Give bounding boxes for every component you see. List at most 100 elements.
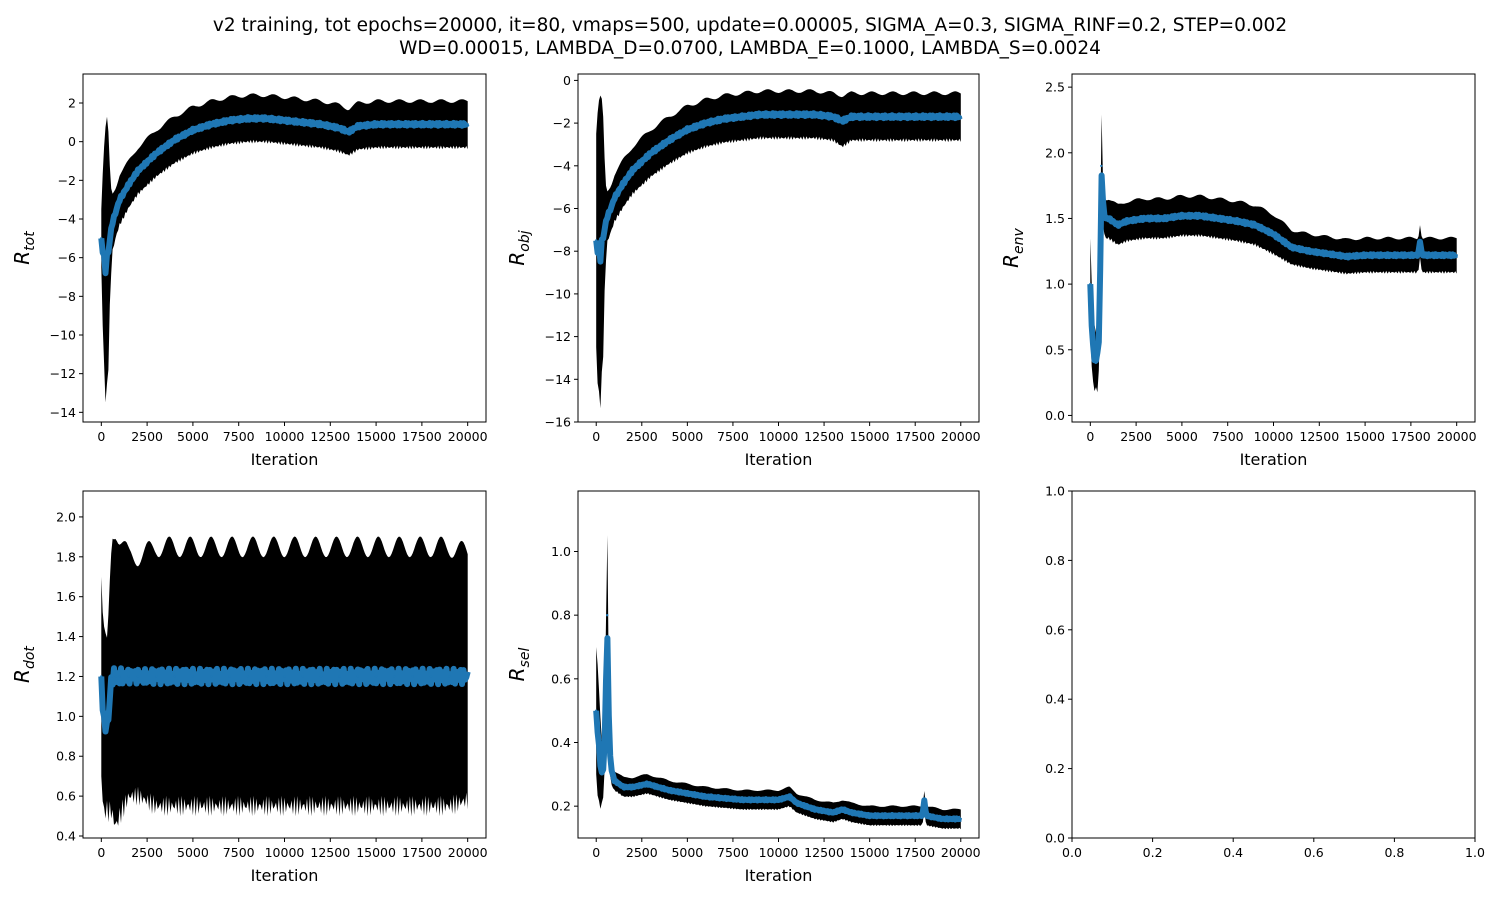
data-point-env (1272, 233, 1275, 236)
data-point-sel (609, 766, 612, 770)
data-point-tot (136, 169, 140, 172)
data-point-env (1101, 204, 1105, 207)
data-point-dot (136, 675, 140, 678)
x-tick-label-empty: 0.8 (1384, 845, 1404, 860)
y-tick-label-env: 2.5 (1045, 80, 1065, 95)
subplot-env: 0 2500 5000 7500 10000 12500 15000 17500 20000 0.… (999, 73, 1477, 469)
data-point-dot (228, 675, 231, 678)
y-tick-label-sel: 0.2 (551, 799, 571, 814)
data-point-tot (127, 183, 130, 186)
y-tick-label-dot: 0.8 (56, 749, 76, 764)
data-point-dot (429, 675, 433, 678)
y-tick-label-sel: 0.4 (551, 735, 571, 750)
data-point-obj (686, 128, 689, 131)
figure-title-line2: WD=0.00015, LAMBDA_D=0.0700, LAMBDA_E=0.… (399, 38, 1101, 59)
data-point-sel (868, 814, 871, 817)
y-tick-label-obj: −10 (545, 286, 571, 301)
data-point-obj (941, 115, 944, 118)
data-point-sel (606, 614, 609, 617)
subplot-tot: 0 2500 5000 7500 10000 12500 15000 17500 20000 −1… (10, 73, 488, 469)
data-point-obj (813, 113, 817, 116)
data-point-dot (319, 675, 323, 678)
data-point-tot (448, 123, 451, 126)
data-point-obj (722, 117, 725, 121)
data-point-obj (777, 113, 780, 116)
data-point-sel (604, 725, 607, 728)
data-point-sel (722, 797, 725, 800)
data-point-obj (832, 115, 835, 118)
x-tick-label-obj: 12500 (804, 429, 844, 444)
y-tick-label-empty: 1.0 (1045, 484, 1065, 499)
data-point-env (1144, 217, 1147, 220)
data-point-tot (109, 233, 112, 236)
data-point-sel (600, 773, 603, 776)
y-tick-label-env: 0.0 (1045, 408, 1065, 423)
x-tick-label-sel: 2500 (626, 845, 658, 860)
x-tick-label-obj: 5000 (671, 429, 703, 444)
x-tick-label-empty: 0.6 (1304, 845, 1324, 860)
y-tick-label-obj: −6 (553, 201, 571, 216)
y-axis-label-env: Renv (999, 227, 1027, 267)
data-point-sel (921, 814, 924, 817)
y-tick-label-dot: 1.8 (56, 549, 76, 564)
data-point-obj (649, 151, 653, 155)
data-point-env (1290, 246, 1294, 249)
data-point-tot (411, 123, 414, 126)
x-axis-label-tot: Iteration (251, 450, 319, 469)
data-point-dot (118, 675, 121, 678)
data-point-dot (114, 675, 118, 678)
data-point-obj (613, 196, 616, 199)
x-tick-label-sel: 15000 (850, 845, 890, 860)
data-point-obj (596, 250, 600, 253)
data-point-env (1116, 223, 1120, 227)
x-tick-label-sel: 17500 (895, 845, 935, 860)
data-point-sel (813, 808, 817, 811)
y-tick-label-dot: 1.2 (56, 669, 76, 684)
data-point-dot (173, 675, 176, 678)
y-tick-label-dot: 1.4 (56, 629, 76, 644)
error-band-obj (596, 89, 961, 409)
x-tick-label-sel: 5000 (671, 845, 703, 860)
x-tick-label-env: 7500 (1212, 429, 1244, 444)
x-tick-label-obj: 20000 (941, 429, 981, 444)
data-point-dot (155, 675, 158, 678)
error-band-tot (101, 93, 468, 403)
x-tick-label-env: 10000 (1254, 429, 1294, 444)
data-point-sel (904, 814, 908, 817)
data-point-sel (941, 817, 944, 821)
data-point-sel (686, 792, 689, 795)
y-tick-label-tot: 2 (68, 96, 76, 111)
data-point-obj (600, 245, 603, 249)
data-point-obj (904, 115, 908, 118)
data-point-sel (959, 817, 962, 821)
y-tick-label-dot: 0.4 (56, 829, 76, 844)
y-tick-label-empty: 0.4 (1045, 692, 1065, 707)
subplot-obj: 0 2500 5000 7500 10000 12500 15000 17500 20000 −1… (505, 73, 981, 469)
y-tick-label-obj: −12 (545, 329, 571, 344)
data-point-obj (606, 215, 609, 219)
data-point-dot (448, 675, 451, 678)
data-point-tot (347, 130, 350, 134)
data-point-tot (228, 119, 231, 122)
data-point-tot (111, 221, 114, 225)
data-point-env (1382, 254, 1385, 257)
data-point-env (1254, 223, 1257, 227)
data-point-dot (374, 675, 378, 678)
data-point-obj (704, 121, 707, 125)
data-point-sel (777, 798, 780, 801)
data-point-env (1162, 217, 1165, 220)
y-tick-label-obj: −8 (553, 244, 571, 259)
data-point-env (1417, 254, 1420, 257)
data-point-sel (667, 789, 671, 792)
x-tick-label-obj: 7500 (717, 429, 749, 444)
data-point-obj (631, 168, 634, 172)
data-point-sel (923, 798, 926, 801)
data-point-env (1437, 254, 1440, 257)
data-point-obj (604, 224, 607, 227)
x-axis-label-obj: Iteration (745, 450, 813, 469)
y-tick-label-empty: 0.2 (1045, 761, 1065, 776)
y-tick-label-dot: 2.0 (56, 509, 76, 524)
data-point-env (1103, 217, 1107, 220)
data-point-env (1345, 255, 1349, 258)
x-axis-label-dot: Iteration (251, 866, 319, 885)
